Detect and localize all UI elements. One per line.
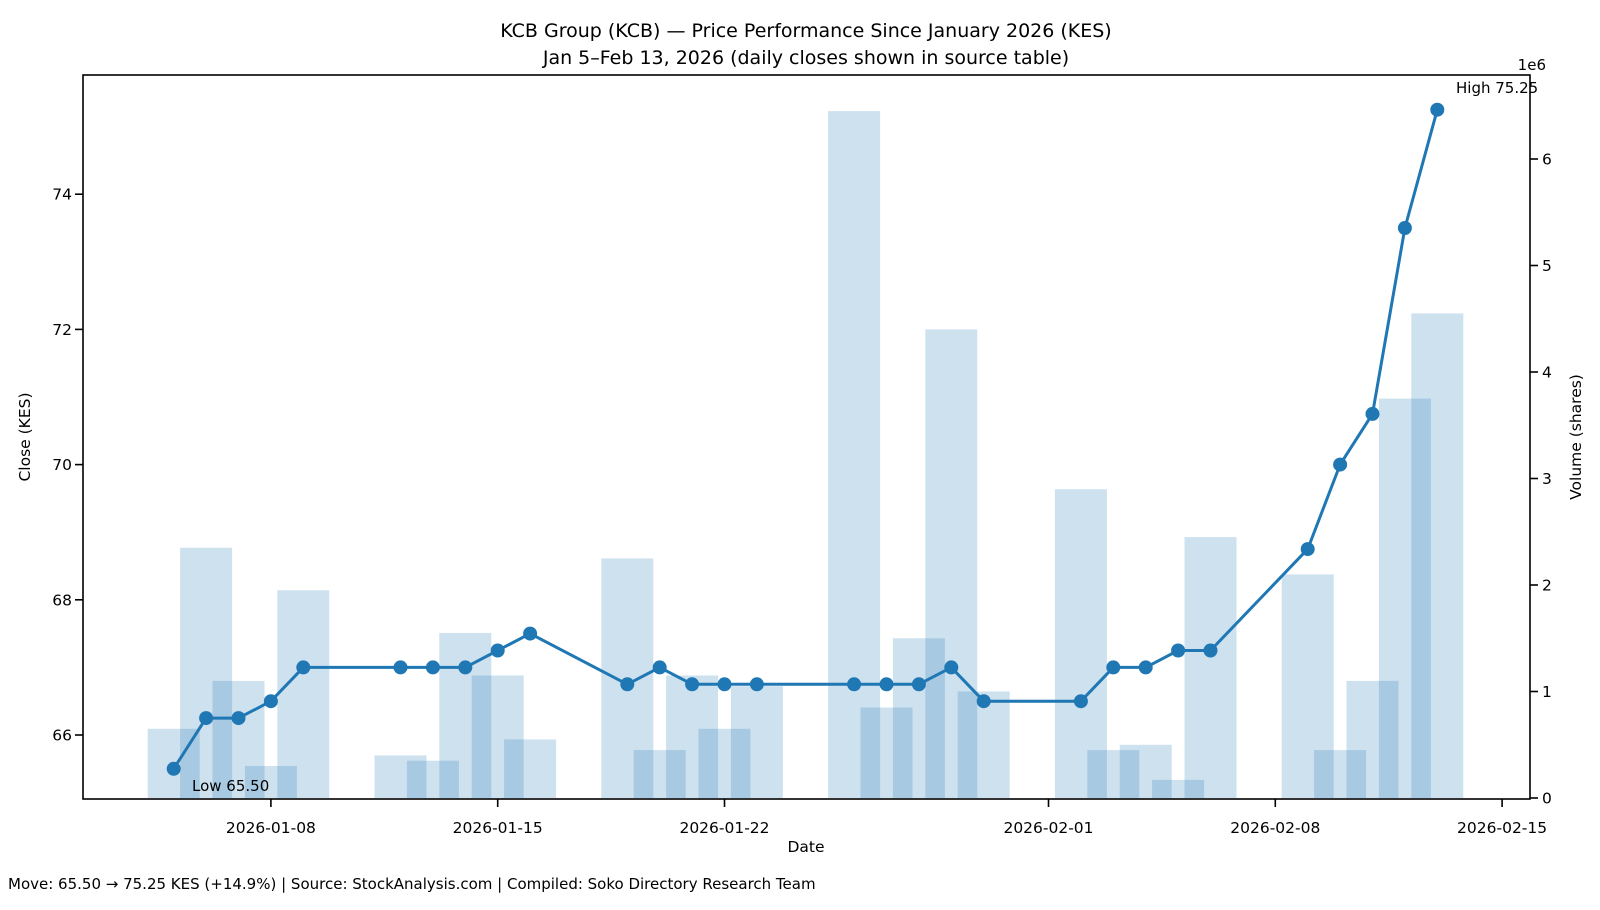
chart-subtitle: Jan 5–Feb 13, 2026 (daily closes shown i…: [542, 47, 1069, 69]
axes-layer: 2026-01-08 2026-01-15 2026-01-22 2026-02-01…: [52, 74, 1552, 837]
x-tick-label: 2026-01-15: [453, 819, 543, 837]
volume-bar-2026-01-21: [666, 675, 719, 798]
high-annotation: High 75.25: [1456, 79, 1538, 97]
close-point-2026-01-13: [425, 660, 440, 675]
volume-bar-2026-01-27: [860, 707, 913, 798]
x-tick-label: 2026-01-22: [679, 819, 769, 837]
x-tick-label: 2026-02-08: [1230, 819, 1320, 837]
right-y-tick-label: 2: [1542, 577, 1552, 595]
volume-bar-2026-01-26: [828, 111, 881, 799]
left-y-tick-label: 68: [52, 591, 72, 609]
volume-bar-2026-01-08: [244, 766, 297, 798]
volume-bar-2026-01-23: [730, 686, 783, 798]
close-point-2026-02-11: [1365, 406, 1380, 421]
volume-bar-2026-02-11: [1346, 680, 1399, 798]
volume-bar-2026-01-09: [277, 590, 330, 798]
chart-title: KCB Group (KCB) — Price Performance Sinc…: [500, 20, 1111, 42]
left-y-tick-label: 66: [52, 727, 72, 745]
close-point-2026-01-07: [231, 711, 246, 726]
volume-bar-2026-02-12: [1378, 398, 1431, 798]
close-point-2026-02-13: [1430, 102, 1445, 117]
volume-bar-2026-02-02: [1054, 489, 1107, 798]
close-point-2026-02-05: [1171, 643, 1186, 658]
close-line: [172, 108, 1439, 771]
close-point-2026-01-15: [490, 643, 505, 658]
close-point-2026-01-19: [620, 677, 635, 692]
left-y-tick-label: 72: [52, 321, 72, 339]
close-point-2026-01-21: [685, 677, 700, 692]
close-line-layer: [166, 102, 1445, 776]
close-point-2026-01-12: [393, 660, 408, 675]
volume-bar-2026-01-13: [406, 760, 459, 798]
close-point-2026-01-30: [976, 694, 991, 709]
volume-bar-2026-02-04: [1119, 744, 1172, 799]
right-y-tick-label: 1: [1542, 683, 1552, 701]
right-axis-multiplier: 1e6: [1518, 56, 1546, 74]
left-y-tick-label: 70: [52, 456, 72, 474]
close-point-2026-01-27: [879, 677, 894, 692]
close-point-2026-01-28: [911, 677, 926, 692]
close-point-2026-02-04: [1138, 660, 1153, 675]
close-point-2026-01-09: [296, 660, 311, 675]
volume-bar-2026-01-20: [633, 750, 686, 798]
close-point-2026-01-26: [847, 677, 862, 692]
close-point-2026-01-23: [749, 677, 764, 692]
volume-bar-2026-01-07: [212, 680, 265, 798]
x-axis-label: Date: [787, 838, 824, 856]
right-y-tick-label: 4: [1542, 364, 1552, 382]
footer-caption: Move: 65.50 → 75.25 KES (+14.9%) | Sourc…: [8, 875, 816, 893]
x-tick-label: 2026-02-15: [1457, 819, 1547, 837]
plot-frame: [82, 74, 1531, 800]
close-point-2026-01-14: [458, 660, 473, 675]
volume-bar-2026-01-29: [925, 329, 978, 798]
close-point-2026-01-08: [263, 694, 278, 709]
close-point-2026-02-02: [1073, 694, 1088, 709]
volume-bar-2026-02-05: [1152, 779, 1205, 798]
close-point-2026-01-22: [717, 677, 732, 692]
volume-bar-2026-02-13: [1411, 313, 1464, 798]
close-point-2026-01-06: [199, 711, 214, 726]
volume-bar-2026-01-22: [698, 728, 751, 798]
volume-bar-2026-01-12: [374, 755, 427, 798]
volume-bar-2026-01-16: [504, 739, 557, 798]
x-tick-label: 2026-01-08: [226, 819, 316, 837]
volume-bar-2026-01-06: [180, 547, 233, 798]
close-point-2026-02-09: [1300, 542, 1315, 557]
volume-bar-2026-02-06: [1184, 537, 1237, 798]
right-y-tick-label: 5: [1542, 257, 1552, 275]
volume-bar-2026-01-28: [892, 638, 945, 799]
left-y-tick-label: 74: [52, 186, 72, 204]
close-point-2026-02-10: [1333, 457, 1348, 472]
close-point-2026-02-12: [1397, 221, 1412, 235]
volume-bar-2026-02-03: [1087, 750, 1140, 798]
volume-bar-2026-02-09: [1281, 574, 1334, 798]
x-tick-label: 2026-02-01: [1003, 819, 1093, 837]
close-point-2026-01-16: [523, 626, 538, 641]
right-y-tick-label: 6: [1542, 151, 1552, 169]
low-annotation: Low 65.50: [192, 777, 269, 795]
volume-bars-layer: [147, 111, 1464, 799]
close-point-2026-01-29: [944, 660, 959, 675]
volume-bar-2026-01-15: [471, 675, 524, 798]
volume-bar-2026-02-10: [1314, 750, 1367, 798]
close-point-2026-01-05: [166, 761, 181, 776]
close-point-2026-02-03: [1106, 660, 1121, 675]
right-y-tick-label: 0: [1542, 790, 1552, 808]
right-y-axis-label: Volume (shares): [1567, 374, 1585, 500]
volume-bar-2026-01-30: [957, 691, 1010, 798]
close-point-2026-02-06: [1203, 643, 1218, 658]
left-y-axis-label: Close (KES): [16, 392, 34, 481]
close-point-2026-01-20: [652, 660, 667, 675]
right-y-tick-label: 3: [1542, 470, 1552, 488]
